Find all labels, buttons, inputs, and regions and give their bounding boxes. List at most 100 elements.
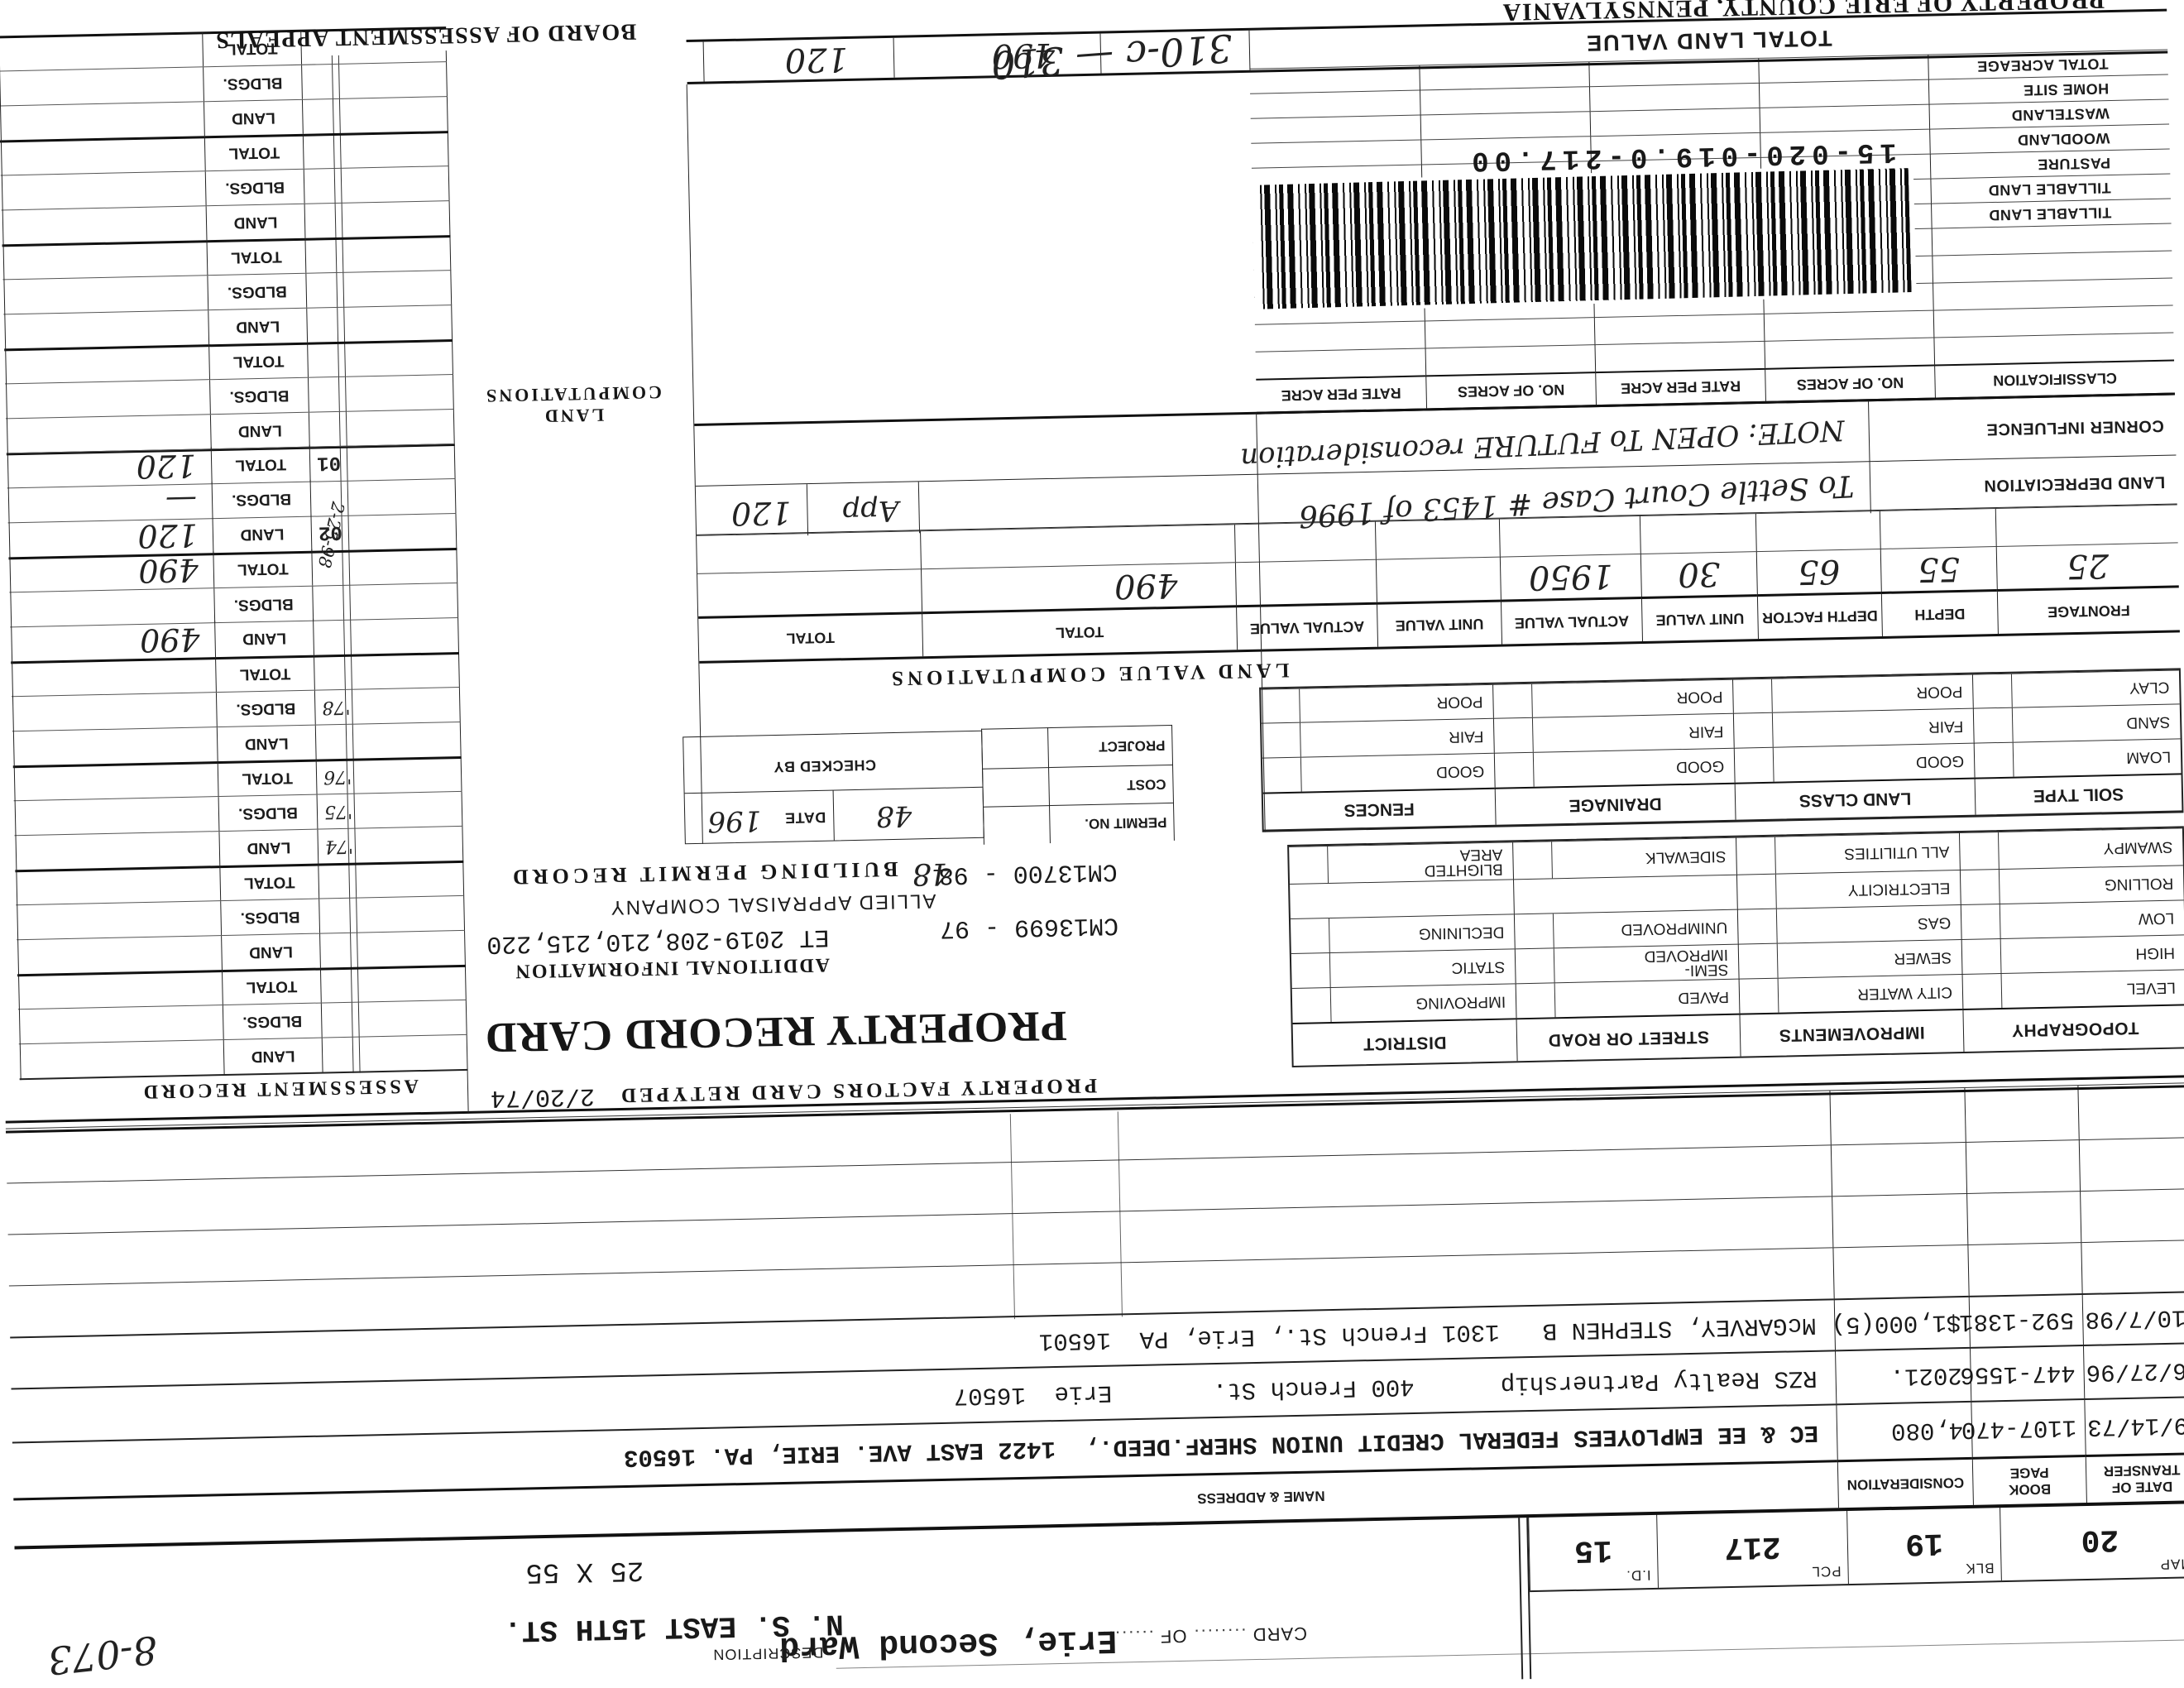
checked-by-row: CHECKED BY <box>683 733 982 794</box>
map-label: MAP <box>2159 1556 2184 1573</box>
blk-box: BLK 19 <box>1846 1506 2001 1585</box>
date-row: 48 DATE 196 <box>684 786 984 844</box>
checkbox <box>1973 707 2014 743</box>
soil-option: CLAY <box>1971 669 2180 708</box>
map-value: 20 <box>2081 1521 2119 1558</box>
factor-option: LOW <box>1960 899 2184 940</box>
checkbox <box>1733 679 1773 713</box>
building-permit-left-table: PERMIT NO. COST PROJECT <box>981 724 1175 845</box>
handwritten-196: 196 <box>707 803 762 838</box>
building-permit-right-table: 48 DATE 196 CHECKED BY <box>682 730 984 845</box>
frontage-value: 25 <box>1995 542 2179 590</box>
transfer-row-consideration: $1,000(5) <box>1831 1295 1970 1350</box>
empty-row-cell <box>1832 1244 1969 1299</box>
pcl-value: 217 <box>1723 1527 1782 1566</box>
checkbox <box>1290 918 1330 953</box>
project-cell <box>981 727 1049 769</box>
description-text: N. S. EAST 15TH ST. <box>503 1606 845 1648</box>
no-of-acres-header: NO. OF ACRES <box>1425 372 1597 409</box>
actual-value-header: ACTUAL VALUE <box>1500 597 1643 645</box>
soil-option: FAIR <box>1732 707 1974 748</box>
handwritten-file-code: 8-073 <box>46 1627 160 1684</box>
soil-option: POOR <box>1261 683 1493 723</box>
checkbox <box>1733 712 1774 748</box>
factor-option: GAS <box>1736 904 1961 944</box>
cost-cell <box>982 767 1050 807</box>
checkbox <box>1514 914 1554 949</box>
factor-option-empty <box>1290 879 1514 918</box>
empty-row-cell <box>2078 1137 2184 1192</box>
checkbox <box>1961 939 2002 974</box>
building-permit-record-title: BUILDING PERMIT RECORD <box>508 856 898 890</box>
drainage-header: DRAINAGE <box>1494 782 1736 825</box>
total-value: 490 <box>920 562 1236 612</box>
depth-header: DEPTH <box>1880 589 1998 636</box>
transfer-row-consideration: 2021. <box>1834 1346 1971 1404</box>
transfer-row-consideration: 4,080 <box>1836 1400 1972 1460</box>
corner-influence-label: CORNER INFLUENCE <box>1985 416 2164 439</box>
appraisal-company: ALLIED APPRAISAL COMPANY <box>609 889 936 919</box>
total-value <box>697 568 922 616</box>
empty-cell <box>1933 305 2174 338</box>
assessment-group: LAND '78 BLDGS. TOTAL <box>11 651 462 766</box>
assessment-record-column: ASSESSMENT RECORD LAND BLDGS. TOTAL LAND… <box>0 26 469 1123</box>
checkbox <box>1291 953 1331 988</box>
actual-value <box>1234 559 1377 606</box>
handwritten-48-date: 48 <box>875 798 912 833</box>
lot-size: 25 X 55 <box>525 1553 644 1588</box>
checkbox <box>1736 837 1776 875</box>
factor-option: SEMI-IMPROVED <box>1514 943 1739 984</box>
land-class-header: LAND CLASS <box>1734 777 1976 820</box>
empty-cell <box>1933 332 2175 365</box>
empty-cell <box>687 42 704 82</box>
factor-option: SWAMPY <box>1958 827 2183 870</box>
handwritten-48-title: 48 <box>912 856 951 891</box>
barcode-bars <box>1256 168 1912 309</box>
assessment-groups: LAND BLDGS. TOTAL LAND BLDGS. TOTAL '74 L… <box>0 26 468 1081</box>
land-computations-side-title: LAND COMPUTATIONS <box>483 381 663 427</box>
unit-value <box>1375 556 1501 602</box>
actual-value: 1950 <box>1499 554 1641 600</box>
map-box: MAP 20 <box>1999 1502 2184 1581</box>
land-label: LAND <box>223 1038 323 1075</box>
land-value-computations-title: LAND VALUE COMPUTATIONS <box>887 658 1290 690</box>
empty-row-cell <box>1967 1242 2082 1296</box>
pcl-label: PCL <box>1811 1563 1842 1580</box>
col-header-date-of-transfer: DATE OF TRANSFER <box>2085 1452 2184 1503</box>
depreciation-code: App <box>842 493 899 529</box>
transfer-row-book: 592-1381 <box>1959 1293 2083 1347</box>
empty-row-cell <box>2077 1082 2184 1140</box>
factor-option: ROLLING <box>1959 865 2184 905</box>
card-of-line: CARD ........ OF ........ <box>1100 1623 1308 1648</box>
checkbox <box>1513 842 1553 880</box>
factor-option: LEVEL <box>1961 969 2184 1009</box>
id-box: I.D. 15 <box>1528 1513 1658 1591</box>
district-header: DISTRICT <box>1292 1018 1517 1066</box>
card-title: PROPERTY RECORD CARD <box>484 1001 1068 1062</box>
assessment-group: LAND BLDGS. TOTAL <box>0 131 451 245</box>
land-class-row-woodland: WOODLAND <box>1929 123 2170 154</box>
land-depreciation-label: LAND DEPRECIATION <box>1983 472 2166 495</box>
cell-line <box>1869 462 1871 514</box>
cell-line <box>917 482 921 534</box>
transfer-row-book: 447-1556 <box>1960 1345 2085 1401</box>
cm-reference-1: CM13699 - 97 <box>939 910 1119 942</box>
id-label: I.D. <box>1626 1567 1651 1584</box>
blk-label: BLK <box>1965 1560 1995 1577</box>
depth-factor-value: 65 <box>1755 548 1881 595</box>
transfer-row-book: 1107-470 <box>1961 1398 2086 1457</box>
et-reference: ET 2019-208,210,215,220 <box>486 922 830 958</box>
assessment-group: '74 LAND '75 BLDGS. '76 TOTAL <box>12 755 464 870</box>
land-class-row-tillable: TILLABLE LAND <box>1931 198 2172 228</box>
rate-per-acre-header: RATE PER ACRE <box>1595 367 1765 405</box>
checkbox <box>1515 948 1555 984</box>
assessment-group: LAND 490 BLDGS. TOTAL 490 <box>8 547 459 662</box>
factor-option: HIGH <box>1961 934 2184 975</box>
factor-option: PAVED <box>1515 978 1740 1019</box>
empty-cell <box>1995 504 2178 547</box>
topography-header: TOPOGRAPHY <box>1962 1004 2184 1052</box>
checkbox <box>1494 752 1535 788</box>
factor-option: STATIC <box>1291 948 1516 988</box>
